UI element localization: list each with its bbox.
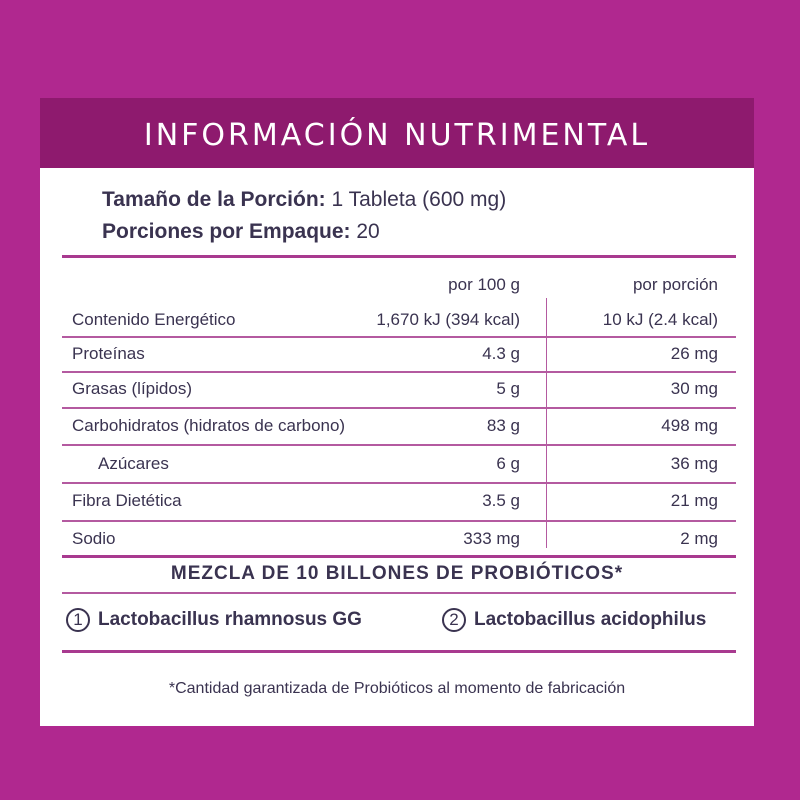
- nutrient-per-portion: 36 mg: [670, 454, 718, 473]
- nutrient-per-100g: 83 g: [486, 416, 520, 435]
- header-bar: INFORMACIÓN NUTRIMENTAL: [40, 98, 754, 168]
- nutrient-name: Carbohidratos (hidratos de carbono): [72, 416, 346, 435]
- row-divider: [62, 482, 736, 484]
- column-divider: [546, 298, 547, 548]
- nutrient-name: Grasas (lípidos): [72, 379, 192, 398]
- row-divider: [62, 444, 736, 446]
- row-divider: [62, 520, 736, 522]
- nutrient-per-portion: 26 mg: [670, 344, 718, 363]
- column-header-per-100g: por 100 g: [448, 275, 520, 294]
- serving-size-label: Tamaño de la Porción:: [102, 188, 326, 211]
- nutrient-per-portion: 2 mg: [680, 529, 718, 548]
- nutrient-per-100g: 1,670 kJ (394 kcal): [376, 310, 520, 329]
- strain-name: Lactobacillus acidophilus: [474, 609, 707, 630]
- nutrient-name: Azúcares: [98, 454, 169, 473]
- nutrient-per-100g: 4.3 g: [482, 344, 520, 363]
- nutrient-per-100g: 6 g: [496, 454, 520, 473]
- divider-before-probiotics: [62, 555, 736, 558]
- footnote: *Cantidad garantizada de Probióticos al …: [168, 680, 626, 697]
- serving-size: Tamaño de la Porción: 1 Tableta (600 mg): [102, 184, 506, 216]
- nutrient-per-portion: 21 mg: [670, 491, 718, 510]
- strain-number-badge: 2: [442, 608, 466, 632]
- servings-per-container: Porciones por Empaque: 20: [102, 216, 506, 248]
- nutrient-name: Proteínas: [72, 344, 145, 363]
- nutrient-name: Sodio: [72, 529, 116, 548]
- row-divider: [62, 371, 736, 373]
- nutrient-per-portion: 10 kJ (2.4 kcal): [602, 310, 718, 329]
- strain-name: Lactobacillus rhamnosus GG: [98, 609, 362, 630]
- nutrient-per-100g: 5 g: [496, 379, 520, 398]
- nutrient-per-portion: 30 mg: [670, 379, 718, 398]
- servings-per-container-label: Porciones por Empaque:: [102, 220, 351, 243]
- panel-title: INFORMACIÓN NUTRIMENTAL: [143, 117, 651, 153]
- probiotic-strain: 2 Lactobacillus acidophilus: [442, 608, 706, 632]
- divider-bottom: [62, 650, 736, 653]
- nutrition-facts-panel: INFORMACIÓN NUTRIMENTAL Tamaño de la Por…: [40, 98, 754, 726]
- serving-size-value: 1 Tableta (600 mg): [325, 188, 507, 211]
- probiotic-strain: 1 Lactobacillus rhamnosus GG: [66, 608, 362, 632]
- nutrient-name: Fibra Dietética: [72, 491, 182, 510]
- divider-top: [62, 255, 736, 258]
- row-divider: [62, 407, 736, 409]
- column-header-per-portion: por porción: [632, 275, 718, 294]
- nutrient-per-portion: 498 mg: [661, 416, 718, 435]
- serving-info: Tamaño de la Porción: 1 Tableta (600 mg)…: [102, 184, 506, 248]
- servings-per-container-value: 20: [350, 220, 380, 243]
- probiotic-mix-title: MEZCLA DE 10 BILLONES DE PROBIÓTICOS*: [170, 563, 624, 584]
- row-divider: [62, 336, 736, 338]
- nutrient-per-100g: 3.5 g: [482, 491, 520, 510]
- divider-probiotics-top: [62, 592, 736, 594]
- nutrient-name: Contenido Energético: [72, 310, 236, 329]
- nutrient-per-100g: 333 mg: [463, 529, 520, 548]
- strain-number-badge: 1: [66, 608, 90, 632]
